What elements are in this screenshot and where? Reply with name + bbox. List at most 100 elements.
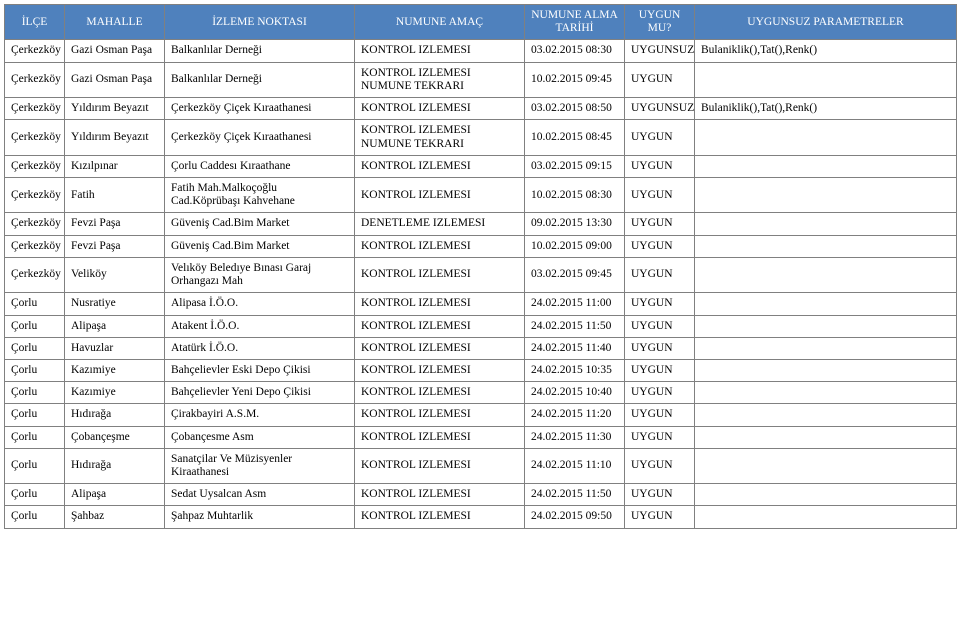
table-row: ÇerkezköyGazi Osman PaşaBalkanlılar Dern… bbox=[5, 62, 957, 97]
table-cell: 09.02.2015 13:30 bbox=[525, 213, 625, 235]
table-cell: Hıdırağa bbox=[65, 404, 165, 426]
table-cell: Atatürk İ.Ö.O. bbox=[165, 337, 355, 359]
table-cell: KONTROL IZLEMESI bbox=[355, 257, 525, 292]
table-row: ÇorluAlipaşaSedat Uysalcan AsmKONTROL IZ… bbox=[5, 484, 957, 506]
table-cell: Bulaniklik(),Tat(),Renk() bbox=[695, 40, 957, 62]
table-cell bbox=[695, 257, 957, 292]
table-cell: KONTROL IZLEMESI bbox=[355, 404, 525, 426]
table-cell: Çerkezköy bbox=[5, 213, 65, 235]
table-cell: Nusratiye bbox=[65, 293, 165, 315]
table-cell: Çorlu bbox=[5, 506, 65, 528]
table-cell: 03.02.2015 08:30 bbox=[525, 40, 625, 62]
table-cell: UYGUN bbox=[625, 155, 695, 177]
table-cell: Fatih bbox=[65, 177, 165, 212]
table-cell bbox=[695, 155, 957, 177]
table-cell: UYGUN bbox=[625, 120, 695, 155]
table-cell: 24.02.2015 11:10 bbox=[525, 448, 625, 483]
table-cell: KONTROL IZLEMESI bbox=[355, 506, 525, 528]
table-cell: DENETLEME IZLEMESI bbox=[355, 213, 525, 235]
table-row: ÇorluKazımiyeBahçelievler Eski Depo Çiki… bbox=[5, 359, 957, 381]
table-cell: UYGUN bbox=[625, 293, 695, 315]
col-mahalle: MAHALLE bbox=[65, 5, 165, 40]
table-cell: Sanatçilar Ve Müzisyenler Kiraathanesi bbox=[165, 448, 355, 483]
table-row: ÇerkezköyVeliköyVelıköy Beledıye Bınası … bbox=[5, 257, 957, 292]
table-cell: 10.02.2015 08:45 bbox=[525, 120, 625, 155]
table-cell: 03.02.2015 08:50 bbox=[525, 98, 625, 120]
table-cell: Kazımiye bbox=[65, 382, 165, 404]
table-cell: Alipaşa bbox=[65, 315, 165, 337]
table-cell bbox=[695, 235, 957, 257]
table-cell: Fevzi Paşa bbox=[65, 213, 165, 235]
table-row: ÇorluNusratiyeAlipasa İ.Ö.O.KONTROL IZLE… bbox=[5, 293, 957, 315]
table-cell: Çerkezköy bbox=[5, 155, 65, 177]
table-cell: KONTROL IZLEMESI bbox=[355, 359, 525, 381]
table-cell: Veliköy bbox=[65, 257, 165, 292]
table-cell: Çerkezköy bbox=[5, 40, 65, 62]
table-cell: Çobançeşme bbox=[65, 426, 165, 448]
table-row: ÇerkezköyFevzi PaşaGüveniş Cad.Bim Marke… bbox=[5, 235, 957, 257]
table-cell: Çorlu bbox=[5, 359, 65, 381]
table-cell: UYGUN bbox=[625, 484, 695, 506]
table-cell bbox=[695, 382, 957, 404]
table-cell: Çorlu bbox=[5, 426, 65, 448]
table-cell: Velıköy Beledıye Bınası Garaj Orhangazı … bbox=[165, 257, 355, 292]
table-cell: Bahçelievler Yeni Depo Çikisi bbox=[165, 382, 355, 404]
table-cell bbox=[695, 484, 957, 506]
col-ilce: İLÇE bbox=[5, 5, 65, 40]
table-cell: Çorlu bbox=[5, 404, 65, 426]
table-cell: Çorlu Caddesı Kıraathane bbox=[165, 155, 355, 177]
table-row: ÇorluAlipaşaAtakent İ.Ö.O.KONTROL IZLEME… bbox=[5, 315, 957, 337]
table-cell: Çerkezköy bbox=[5, 257, 65, 292]
table-cell: UYGUN bbox=[625, 359, 695, 381]
table-cell: Yıldırım Beyazıt bbox=[65, 98, 165, 120]
table-head: İLÇE MAHALLE İZLEME NOKTASI NUMUNE AMAÇ … bbox=[5, 5, 957, 40]
table-cell: KONTROL IZLEMESI bbox=[355, 337, 525, 359]
table-cell: Kazımiye bbox=[65, 359, 165, 381]
table-cell bbox=[695, 315, 957, 337]
table-cell: 24.02.2015 10:40 bbox=[525, 382, 625, 404]
table-cell bbox=[695, 506, 957, 528]
col-parametre: UYGUNSUZ PARAMETRELER bbox=[695, 5, 957, 40]
table-cell: Çorlu bbox=[5, 293, 65, 315]
table-cell: Bulaniklik(),Tat(),Renk() bbox=[695, 98, 957, 120]
table-row: ÇerkezköyKızılpınarÇorlu Caddesı Kıraath… bbox=[5, 155, 957, 177]
table-cell: Atakent İ.Ö.O. bbox=[165, 315, 355, 337]
table-cell: KONTROL IZLEMESI bbox=[355, 98, 525, 120]
table-cell: UYGUNSUZ bbox=[625, 40, 695, 62]
table-row: ÇorluŞahbazŞahpaz MuhtarlikKONTROL IZLEM… bbox=[5, 506, 957, 528]
table-cell: 10.02.2015 09:45 bbox=[525, 62, 625, 97]
table-cell: Alipasa İ.Ö.O. bbox=[165, 293, 355, 315]
table-cell bbox=[695, 62, 957, 97]
table-cell: Gazi Osman Paşa bbox=[65, 40, 165, 62]
table-cell: Fevzi Paşa bbox=[65, 235, 165, 257]
table-cell: Çerkezköy Çiçek Kıraathanesi bbox=[165, 98, 355, 120]
header-row: İLÇE MAHALLE İZLEME NOKTASI NUMUNE AMAÇ … bbox=[5, 5, 957, 40]
table-cell: Balkanlılar Derneği bbox=[165, 40, 355, 62]
table-cell: Balkanlılar Derneği bbox=[165, 62, 355, 97]
table-cell bbox=[695, 404, 957, 426]
table-cell: 03.02.2015 09:45 bbox=[525, 257, 625, 292]
table-cell: Çorlu bbox=[5, 484, 65, 506]
table-cell: Gazi Osman Paşa bbox=[65, 62, 165, 97]
table-row: ÇorluKazımiyeBahçelievler Yeni Depo Çiki… bbox=[5, 382, 957, 404]
table-cell bbox=[695, 177, 957, 212]
table-row: ÇerkezköyYıldırım BeyazıtÇerkezköy Çiçek… bbox=[5, 98, 957, 120]
table-cell bbox=[695, 293, 957, 315]
table-cell: 03.02.2015 09:15 bbox=[525, 155, 625, 177]
table-cell: UYGUN bbox=[625, 426, 695, 448]
table-cell: Şahbaz bbox=[65, 506, 165, 528]
table-row: ÇerkezköyYıldırım BeyazıtÇerkezköy Çiçek… bbox=[5, 120, 957, 155]
table-cell: 24.02.2015 10:35 bbox=[525, 359, 625, 381]
table-cell: 24.02.2015 11:50 bbox=[525, 315, 625, 337]
table-cell: UYGUN bbox=[625, 257, 695, 292]
table-cell: KONTROL IZLEMESI bbox=[355, 155, 525, 177]
table-cell: KONTROL IZLEMESI bbox=[355, 448, 525, 483]
table-cell: Fatih Mah.Malkoçoğlu Cad.Köprübaşı Kahve… bbox=[165, 177, 355, 212]
table-cell: Alipaşa bbox=[65, 484, 165, 506]
table-cell: KONTROL IZLEMESI bbox=[355, 177, 525, 212]
table-cell: Çerkezköy Çiçek Kıraathanesi bbox=[165, 120, 355, 155]
table-cell: 24.02.2015 09:50 bbox=[525, 506, 625, 528]
table-cell: Yıldırım Beyazıt bbox=[65, 120, 165, 155]
col-izleme: İZLEME NOKTASI bbox=[165, 5, 355, 40]
table-cell: UYGUN bbox=[625, 235, 695, 257]
